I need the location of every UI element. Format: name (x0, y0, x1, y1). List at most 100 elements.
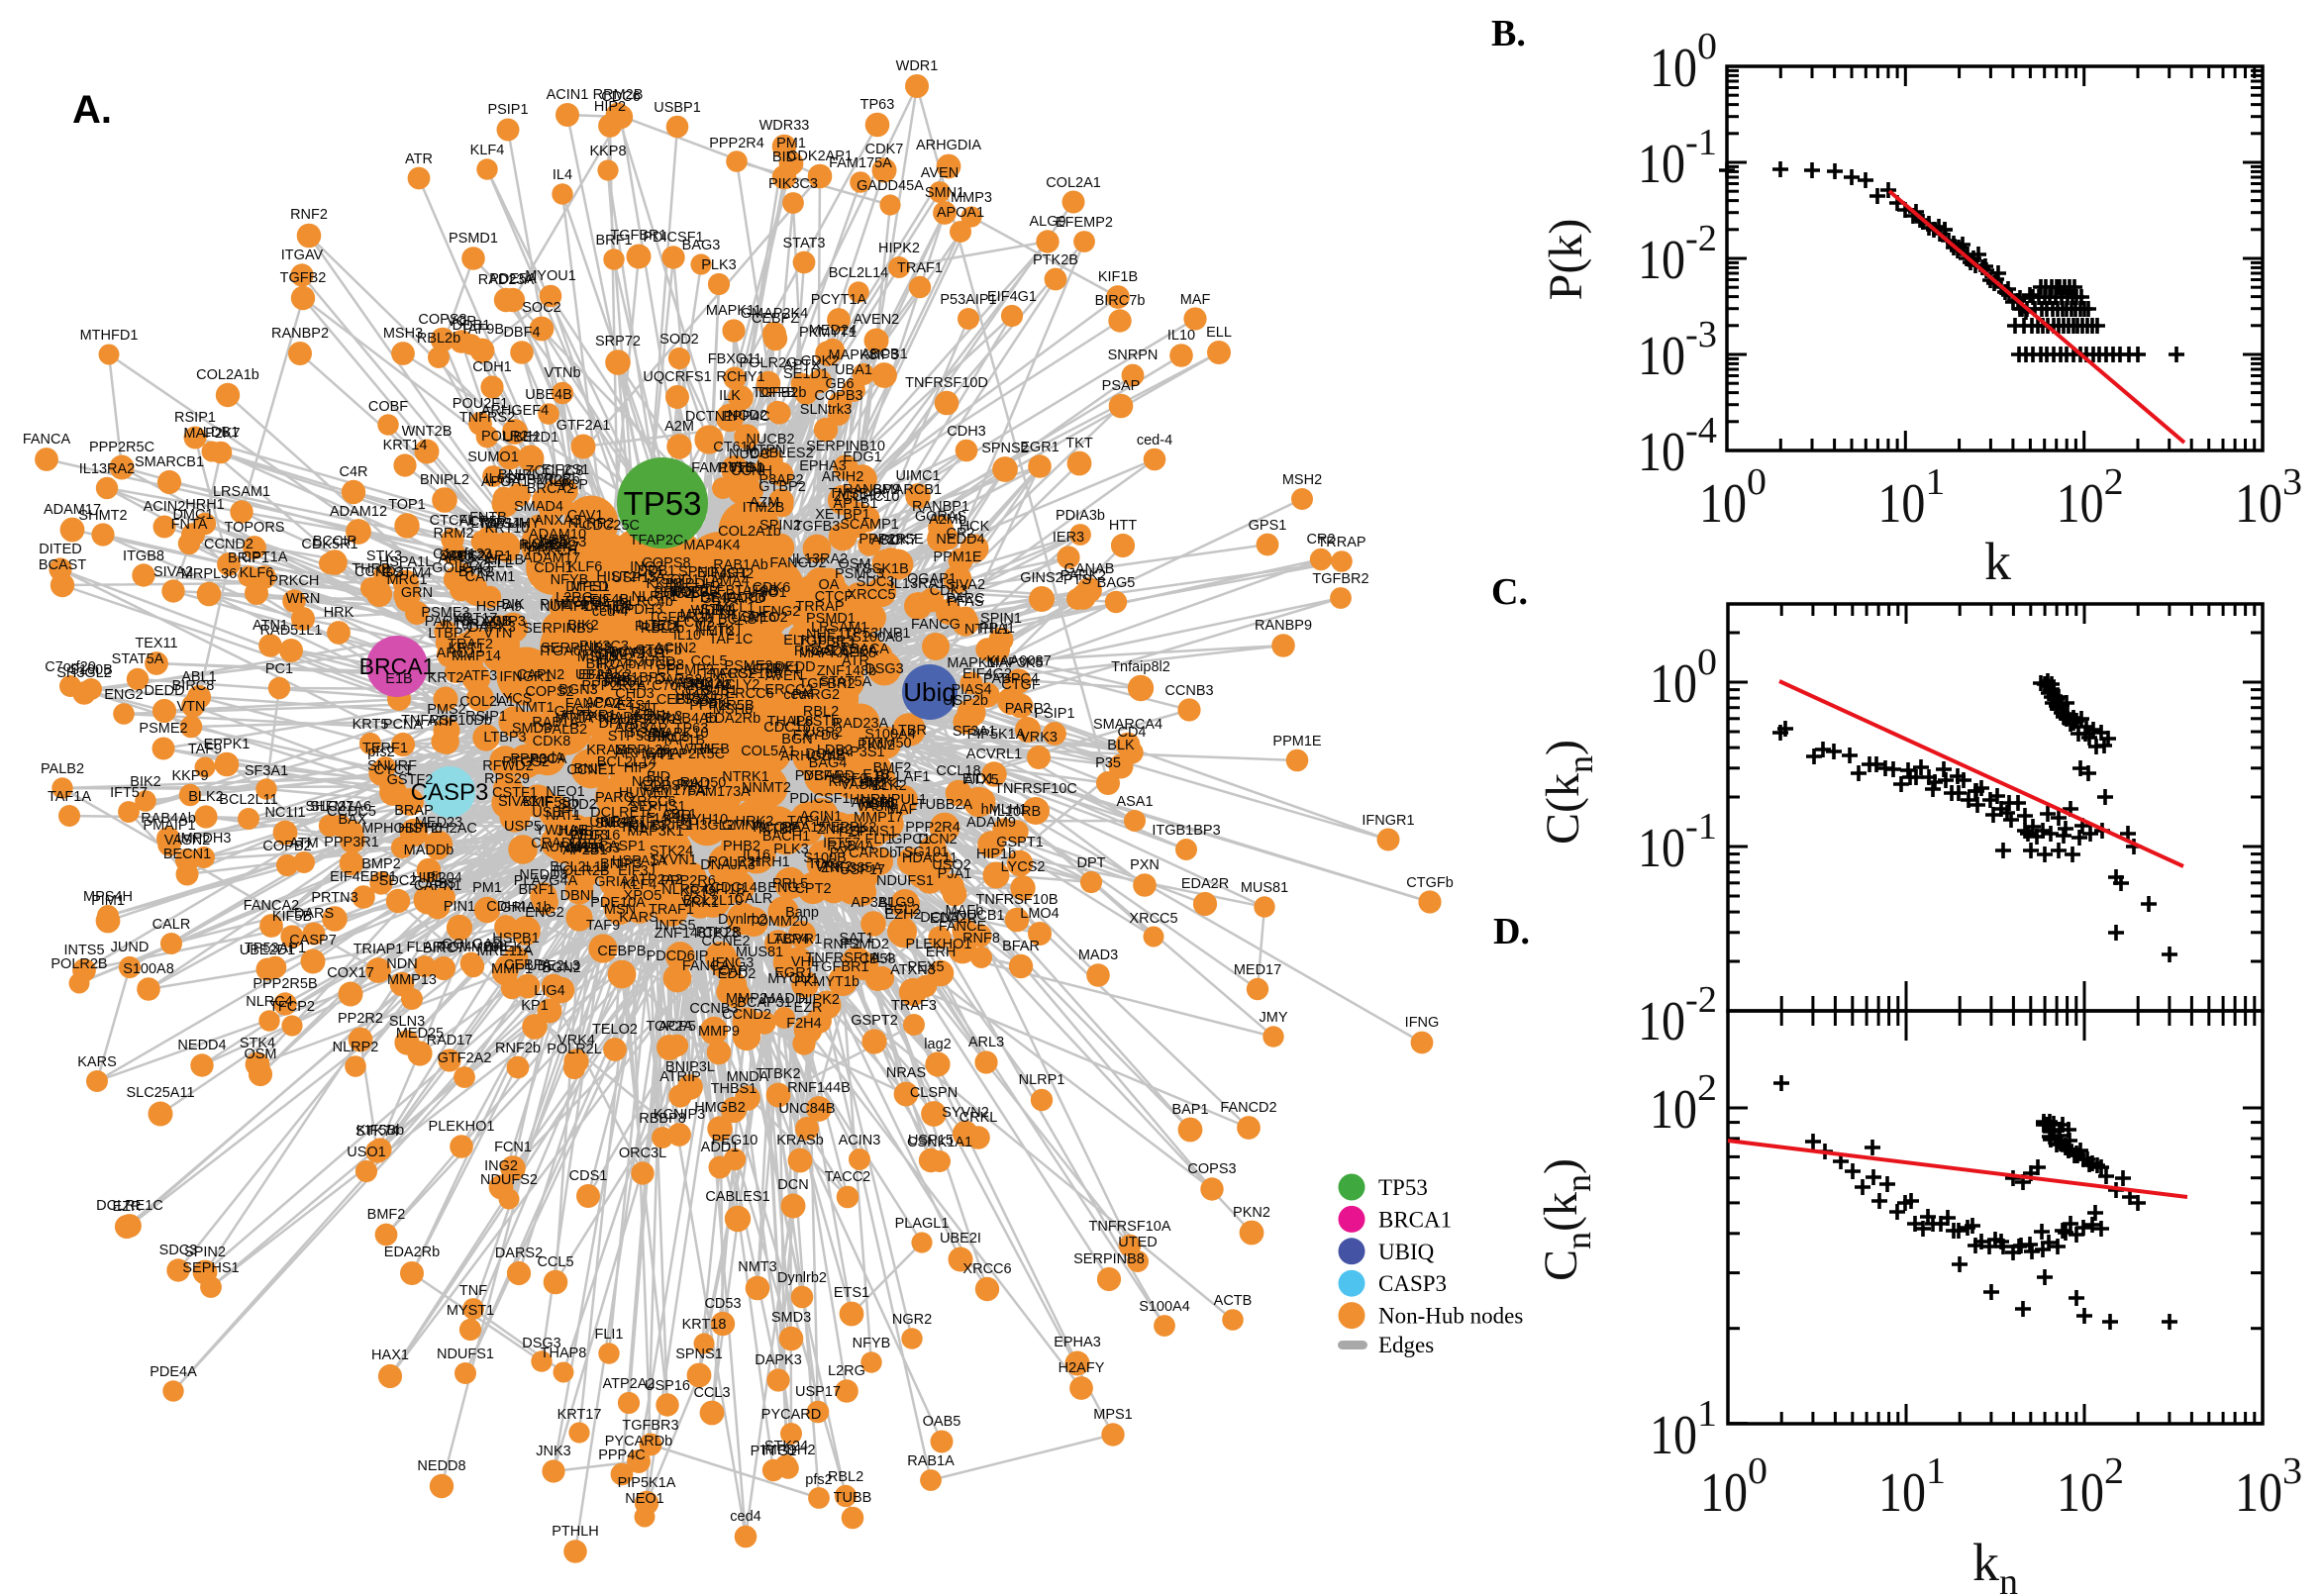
svg-text:NDUFS1: NDUFS1 (437, 1347, 494, 1362)
svg-text:NUFIP1: NUFIP1 (540, 599, 591, 615)
svg-text:MTHFD1: MTHFD1 (80, 328, 139, 344)
svg-text:ATRIP: ATRIP (659, 1069, 701, 1085)
svg-text:L2RG: L2RG (828, 1363, 865, 1379)
svg-text:ARHGDIA: ARHGDIA (916, 138, 981, 153)
svg-text:RBL2: RBL2 (828, 1469, 863, 1485)
svg-text:PIP5K1A: PIP5K1A (618, 1475, 676, 1491)
svg-text:PIK3C3: PIK3C3 (768, 176, 818, 192)
svg-text:PIN1: PIN1 (444, 899, 475, 915)
svg-text:KRT14: KRT14 (383, 438, 428, 453)
svg-text:HIPK2: HIPK2 (878, 241, 920, 256)
svg-text:RANBP9: RANBP9 (1255, 618, 1312, 634)
svg-text:FNTB: FNTB (469, 510, 507, 526)
svg-text:GTF2A2: GTF2A2 (438, 1050, 492, 1066)
svg-text:TOPORS: TOPORS (225, 520, 285, 536)
svg-text:A.: A. (72, 88, 112, 132)
svg-text:FAM175A: FAM175A (829, 155, 892, 171)
svg-text:SF3A1: SF3A1 (245, 763, 288, 779)
svg-text:PYCARDb: PYCARDb (605, 1434, 673, 1449)
svg-text:KARS: KARS (77, 1054, 117, 1070)
svg-text:COX17: COX17 (327, 965, 374, 981)
svg-text:GINS2: GINS2 (1020, 570, 1063, 586)
svg-text:CPT2: CPT2 (794, 881, 831, 897)
svg-text:ITGB8: ITGB8 (123, 549, 164, 564)
svg-text:PARC: PARC (946, 591, 984, 607)
svg-text:PSME2: PSME2 (139, 721, 187, 737)
svg-text:CDK6: CDK6 (753, 580, 791, 596)
svg-text:COL5A1: COL5A1 (741, 744, 796, 759)
svg-text:TGFBR2: TGFBR2 (1312, 571, 1368, 587)
svg-text:IL13RA2: IL13RA2 (792, 551, 848, 567)
svg-text:EIF4B: EIF4B (589, 592, 629, 608)
svg-text:XRCC5: XRCC5 (1129, 911, 1177, 927)
svg-text:PLEKHO1: PLEKHO1 (429, 1119, 495, 1135)
svg-text:BCL2L11: BCL2L11 (219, 792, 277, 808)
svg-text:LMO4: LMO4 (1020, 906, 1060, 922)
svg-text:UQCRFS1: UQCRFS1 (643, 369, 711, 385)
svg-text:VRK3: VRK3 (1020, 730, 1058, 746)
svg-text:JMY: JMY (1260, 1010, 1288, 1026)
svg-text:APOA1: APOA1 (937, 205, 984, 221)
svg-text:MPS1: MPS1 (1093, 1407, 1133, 1423)
svg-text:ELL: ELL (1206, 325, 1232, 341)
svg-text:BRIP1: BRIP1 (228, 550, 269, 566)
svg-text:P53AIP1: P53AIP1 (940, 292, 996, 308)
svg-text:COPS2: COPS2 (525, 684, 573, 700)
svg-text:CASP3: CASP3 (1378, 1271, 1447, 1296)
svg-text:FNTA: FNTA (582, 648, 619, 663)
svg-text:ACVRL1: ACVRL1 (966, 747, 1022, 762)
svg-text:ADD1: ADD1 (701, 1140, 740, 1155)
svg-text:BIK: BIK (501, 597, 525, 613)
svg-text:Ifi204: Ifi204 (427, 870, 461, 886)
svg-text:BMF2: BMF2 (367, 1207, 406, 1223)
svg-text:MYH10: MYH10 (680, 812, 728, 828)
svg-text:TGFB2: TGFB2 (280, 270, 327, 286)
svg-text:RNF8: RNF8 (962, 931, 1000, 947)
svg-text:HIST2H2AC: HIST2H2AC (398, 821, 477, 837)
svg-text:TUBB2A: TUBB2A (917, 797, 973, 813)
svg-text:TP53: TP53 (624, 485, 702, 522)
svg-text:ADAM10: ADAM10 (529, 527, 586, 543)
svg-text:COL2A1b: COL2A1b (196, 367, 259, 383)
svg-text:JUND: JUND (111, 940, 150, 955)
svg-text:ACTB: ACTB (1214, 1293, 1253, 1309)
svg-text:ORC3L: ORC3L (619, 1146, 666, 1161)
svg-text:P35: P35 (1095, 755, 1121, 771)
svg-text:MMP17: MMP17 (854, 810, 903, 826)
svg-text:HIST2H3A: HIST2H3A (596, 569, 665, 585)
svg-text:PKN2: PKN2 (1233, 1205, 1270, 1221)
svg-text:BCL2L14: BCL2L14 (829, 265, 888, 281)
svg-text:NEO1: NEO1 (625, 1491, 664, 1507)
svg-text:FANCD2: FANCD2 (1220, 1100, 1276, 1116)
svg-text:UBE2D1: UBE2D1 (240, 943, 295, 958)
svg-text:CCNB3: CCNB3 (1164, 683, 1213, 699)
svg-text:TRAF1: TRAF1 (897, 260, 943, 276)
svg-text:SCAMP1: SCAMP1 (840, 517, 899, 533)
svg-text:MAD3: MAD3 (1078, 948, 1118, 963)
svg-text:DITED: DITED (39, 542, 82, 557)
svg-text:IL2: IL2 (695, 619, 715, 635)
svg-text:PSMC3: PSMC3 (835, 566, 884, 582)
svg-text:USF2: USF2 (831, 771, 867, 787)
svg-text:PPP2R4: PPP2R4 (709, 136, 764, 151)
svg-text:KRAS: KRAS (586, 743, 626, 758)
svg-text:A2M: A2M (664, 419, 694, 435)
svg-text:MPS4H: MPS4H (83, 889, 133, 905)
svg-text:FANCG: FANCG (911, 617, 960, 633)
svg-text:POU2F1: POU2F1 (453, 396, 508, 412)
svg-text:MRC1: MRC1 (386, 572, 427, 588)
svg-text:TRRAP: TRRAP (1317, 535, 1365, 550)
svg-text:IER3: IER3 (1053, 530, 1084, 546)
svg-text:SOC2: SOC2 (522, 300, 561, 316)
svg-text:UBE4B: UBE4B (525, 387, 572, 403)
svg-text:NLRP1: NLRP1 (1019, 1072, 1065, 1088)
svg-text:ATN1: ATN1 (252, 618, 288, 634)
svg-text:NDN: NDN (386, 956, 417, 972)
svg-text:HUWE1: HUWE1 (619, 785, 670, 801)
svg-text:NOD2: NOD2 (728, 408, 767, 424)
svg-text:PM1: PM1 (472, 880, 502, 896)
svg-text:CDH1: CDH1 (472, 359, 511, 375)
svg-text:TFAP2C: TFAP2C (630, 533, 684, 549)
svg-text:PC1: PC1 (265, 661, 293, 677)
svg-text:TNFRS2: TNFRS2 (459, 410, 515, 426)
